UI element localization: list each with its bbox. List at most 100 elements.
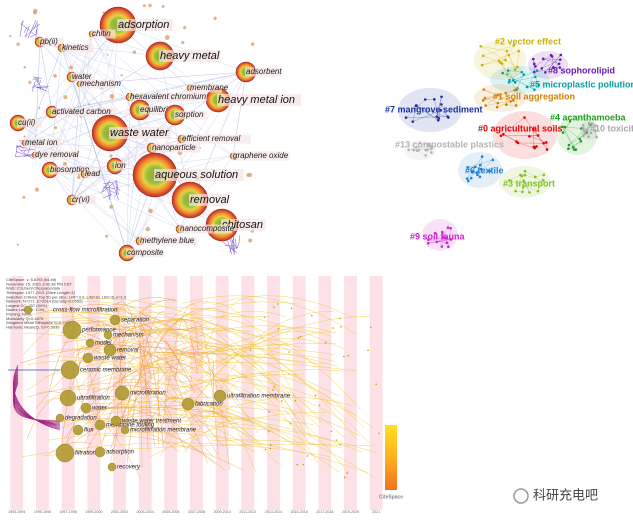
cluster-link: [533, 129, 535, 147]
cluster-node: [441, 235, 445, 239]
timeline-link: [197, 338, 320, 380]
timeline-link: [158, 332, 312, 447]
cluster-node: [534, 65, 537, 68]
cluster-node: [513, 81, 517, 84]
cluster-node: [589, 131, 593, 135]
timeline-link: [123, 322, 195, 394]
cluster-node: [536, 134, 540, 137]
cluster-link: [231, 247, 236, 254]
keyword-label: ultrafiltration membrane: [227, 394, 291, 400]
cluster-node: [583, 132, 587, 135]
timeline-link: [75, 301, 320, 428]
cluster-node: [478, 163, 482, 167]
cluster-link: [527, 84, 539, 88]
minor-node: [181, 40, 185, 45]
keyword-label: activated carbon: [52, 107, 111, 116]
minor-node: [369, 326, 372, 329]
minor-node: [132, 50, 137, 55]
cluster-node: [417, 148, 421, 152]
cluster-node: [582, 127, 585, 130]
timeline-link: [128, 342, 152, 379]
timeline-link: [79, 361, 357, 374]
minor-node: [22, 195, 26, 199]
cluster-link: [32, 23, 41, 29]
minor-node: [148, 208, 153, 214]
keyword-label: ion: [115, 161, 126, 170]
minor-node: [109, 93, 115, 99]
keyword-label: biosorption: [50, 165, 90, 174]
timeline-link: [213, 295, 353, 319]
minor-node: [296, 463, 299, 466]
minor-node: [273, 386, 276, 388]
keyword-label: waste water treatment: [122, 419, 181, 425]
minor-node: [34, 187, 40, 192]
timeline-link: [65, 320, 189, 407]
keyword-label: water: [92, 406, 108, 412]
timeline-link: [85, 328, 250, 420]
minor-node: [16, 42, 20, 47]
info-line: November 15, 2021 3:42:38 PM CST: [6, 281, 72, 286]
cluster-link: [15, 144, 18, 157]
cluster-link: [508, 70, 522, 73]
minor-node: [272, 389, 274, 391]
keyword-node: [59, 389, 77, 407]
timeline-link: [80, 343, 337, 390]
cluster-node: [537, 83, 541, 87]
keyword-node: [23, 305, 33, 315]
keyword-label: model: [95, 341, 112, 347]
cluster-link: [434, 99, 439, 119]
cluster-node: [425, 148, 429, 152]
keyword-node: [85, 338, 95, 348]
cluster-link: [541, 59, 561, 69]
timeline-link: [157, 355, 159, 445]
cluster-node: [563, 125, 567, 129]
cluster-link: [103, 186, 114, 189]
timeline-link: [197, 298, 257, 370]
minor-node: [38, 106, 41, 110]
cluster-node: [484, 104, 487, 107]
timeline-link: [121, 379, 221, 460]
cluster-node: [523, 169, 527, 173]
cluster-link: [509, 71, 522, 81]
cluster-node: [579, 140, 583, 143]
cluster-node: [482, 88, 486, 91]
keyword-label: fabrication: [195, 402, 223, 408]
network-link: [51, 71, 247, 113]
cluster-link: [108, 184, 112, 197]
timeline-link: [105, 309, 257, 473]
cluster-node: [430, 151, 433, 154]
cluster-link: [18, 144, 25, 149]
cluster-node: [533, 146, 536, 150]
cluster-node: [512, 44, 516, 47]
cluster-link: [415, 105, 449, 118]
cluster-node: [469, 176, 473, 180]
cluster-node: [532, 62, 536, 66]
minor-node: [53, 125, 58, 130]
label-bg: [181, 134, 251, 144]
info-line: Largest CC: 257 (94%): [6, 303, 48, 308]
cluster-link: [32, 75, 40, 83]
cluster-node: [445, 241, 449, 245]
minor-node: [23, 65, 27, 69]
arc-link: [13, 382, 61, 422]
cluster-label: #1 soil aggregation: [493, 91, 575, 101]
cluster-link: [505, 93, 507, 105]
timeline-link: [185, 411, 232, 423]
cluster-node: [533, 175, 537, 179]
minor-node: [106, 53, 109, 56]
timeline-link: [96, 351, 325, 365]
minor-node: [343, 476, 346, 479]
cluster-link: [405, 99, 426, 118]
minor-node: [310, 314, 313, 317]
info-line: Pruning: None: [6, 311, 32, 316]
cluster-node: [561, 125, 564, 129]
network-link: [91, 33, 131, 98]
timeline-link: [107, 369, 346, 430]
network-link: [17, 122, 156, 176]
cluster-node: [501, 71, 504, 75]
cluster-area: [493, 111, 557, 159]
timeline-link: [85, 325, 208, 464]
period-label: 2001-2002: [111, 510, 128, 514]
keyword-label: separation: [121, 318, 150, 324]
timeline-link: [74, 406, 156, 420]
